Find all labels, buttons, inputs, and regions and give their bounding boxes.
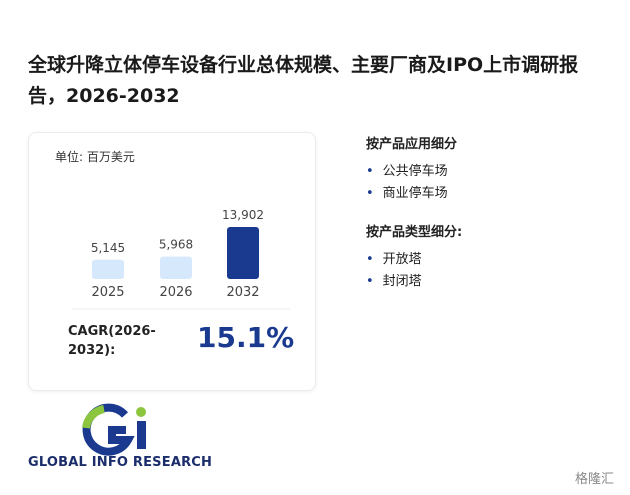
segment-item: 封闭塔	[366, 270, 422, 289]
bar	[160, 256, 192, 279]
watermark: 格隆汇	[575, 472, 615, 487]
value-label: 5,968	[159, 238, 193, 252]
bar	[227, 227, 259, 279]
segment-item: 商业停车场	[366, 182, 448, 201]
category-label: 2025	[91, 285, 124, 300]
segment-item: 公共停车场	[366, 160, 448, 179]
value-label: 13,902	[222, 208, 264, 222]
unit-label: 单位: 百万美元	[55, 150, 135, 164]
category-label: 2032	[226, 285, 259, 300]
cagr-value: 15.1%	[197, 321, 295, 354]
cagr-label: CAGR(2026-2032):	[68, 324, 156, 358]
report-title: 全球升降立体停车设备行业总体规模、主要厂商及IPO上市调研报告，2026-203…	[28, 54, 579, 107]
value-label: 5,145	[91, 241, 125, 255]
brand: GLOBAL INFO RESEARCH	[28, 455, 213, 470]
segment-title: 按产品应用细分	[366, 137, 458, 152]
segment-item: 开放塔	[366, 248, 422, 267]
summary-card	[28, 132, 316, 391]
category-label: 2026	[159, 285, 192, 300]
logo	[82, 403, 146, 456]
segment-title: 按产品类型细分:	[366, 225, 463, 240]
bar	[92, 259, 124, 279]
